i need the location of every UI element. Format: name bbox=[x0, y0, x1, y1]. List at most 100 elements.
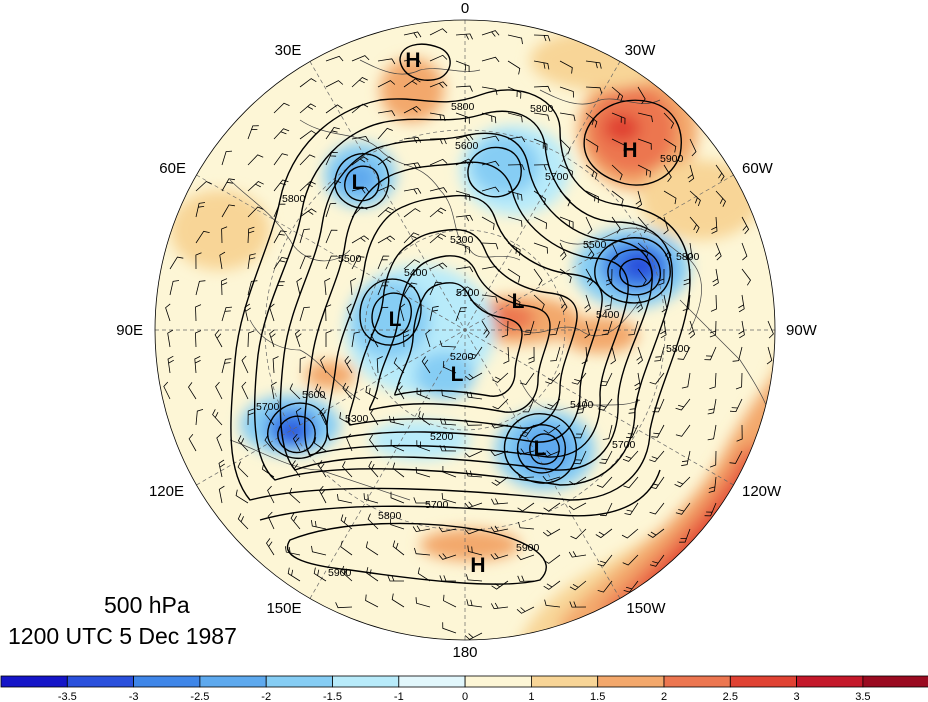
contour-label: 5800 bbox=[451, 101, 475, 113]
wind-barb bbox=[481, 186, 500, 193]
wind-barb bbox=[481, 30, 500, 37]
wind-barb bbox=[522, 398, 535, 413]
wind-barb bbox=[601, 320, 613, 336]
wind-barb bbox=[490, 525, 509, 533]
wind-barb bbox=[533, 34, 551, 42]
colorbar-box bbox=[332, 675, 400, 688]
wind-barb bbox=[290, 512, 301, 530]
wind-barb bbox=[377, 255, 390, 270]
wind-barb bbox=[438, 553, 457, 560]
wind-barb bbox=[570, 528, 587, 540]
wind-barb bbox=[414, 547, 431, 556]
colorbar-tick-label: 3.5 bbox=[855, 691, 870, 702]
wind-barb bbox=[247, 125, 259, 140]
contour-label: 5700 bbox=[612, 439, 636, 451]
wind-barb bbox=[507, 216, 523, 227]
wind-barb bbox=[195, 230, 210, 244]
lon-label-30e: 30E bbox=[275, 42, 302, 59]
contour-label: 5300 bbox=[345, 413, 369, 425]
wind-barb bbox=[169, 256, 184, 270]
wind-barb bbox=[272, 356, 279, 374]
wind-barb bbox=[709, 372, 717, 390]
wind-barb bbox=[221, 226, 228, 244]
wind-barb bbox=[507, 136, 526, 143]
wind-barb bbox=[544, 599, 561, 608]
wind-barb bbox=[195, 409, 204, 426]
contour-label: 5800 bbox=[676, 251, 700, 263]
wind-barb bbox=[221, 204, 235, 218]
wind-barb bbox=[273, 256, 288, 270]
wind-barb bbox=[663, 112, 675, 129]
contour-label: 5100 bbox=[456, 287, 480, 299]
wind-barb bbox=[299, 103, 317, 114]
wind-barb bbox=[235, 489, 249, 504]
wind-barb bbox=[299, 306, 310, 322]
wind-barb bbox=[465, 574, 483, 582]
contour-label: 5400 bbox=[570, 399, 594, 411]
wind-barb bbox=[335, 602, 353, 609]
wind-barb bbox=[241, 355, 249, 374]
wind-barb bbox=[715, 242, 722, 261]
colorbar-box bbox=[597, 675, 665, 688]
wind-barb bbox=[351, 235, 370, 244]
wind-barb bbox=[363, 493, 379, 504]
colorbar-tick-label: 3 bbox=[794, 691, 800, 702]
wind-barb bbox=[637, 216, 648, 234]
wind-barb bbox=[455, 242, 471, 254]
wind-barb bbox=[682, 294, 691, 311]
wind-barb bbox=[704, 346, 717, 361]
wind-barb bbox=[741, 242, 748, 261]
wind-barb bbox=[377, 184, 396, 192]
wind-barb bbox=[709, 450, 717, 468]
wind-barb bbox=[624, 502, 639, 516]
wind-barb bbox=[550, 346, 561, 362]
wind-barb bbox=[165, 303, 171, 322]
wind-barb bbox=[325, 104, 343, 114]
wind-barb bbox=[237, 435, 249, 452]
wind-barb bbox=[689, 190, 701, 207]
wind-barb bbox=[390, 518, 405, 530]
wind-barb bbox=[365, 541, 379, 556]
wind-barb bbox=[415, 597, 431, 608]
wind-barb bbox=[443, 594, 457, 608]
wind-barb bbox=[687, 164, 695, 183]
wind-barb bbox=[649, 554, 665, 567]
wind-barb bbox=[584, 320, 590, 339]
wind-barb bbox=[377, 235, 396, 244]
high-centre-label: H bbox=[470, 554, 485, 577]
colorbar-tick-label: 1.5 bbox=[590, 691, 605, 702]
wind-barb bbox=[637, 112, 653, 123]
colorbar-tick-label: -3.5 bbox=[58, 691, 77, 702]
wind-barb bbox=[442, 360, 457, 374]
contour-label: 5500 bbox=[338, 253, 362, 265]
wind-barb bbox=[325, 127, 340, 140]
wind-barb bbox=[455, 190, 471, 201]
wind-barb bbox=[585, 112, 598, 128]
wind-barb bbox=[681, 450, 691, 467]
wind-barb bbox=[429, 54, 448, 62]
wind-barb bbox=[269, 329, 276, 348]
wind-barb bbox=[663, 190, 677, 205]
wind-barb bbox=[218, 485, 225, 504]
wind-barb bbox=[247, 226, 255, 244]
lon-label-180: 180 bbox=[452, 644, 477, 661]
low-centre-label: L bbox=[534, 437, 547, 460]
contour-label: 5800 bbox=[282, 193, 306, 205]
wind-barb bbox=[688, 320, 696, 339]
wind-barb bbox=[273, 179, 289, 192]
colorbar-box bbox=[66, 675, 135, 688]
wind-barb bbox=[377, 127, 393, 140]
lon-label-60w: 60W bbox=[742, 160, 774, 177]
wind-barb bbox=[299, 154, 316, 166]
wind-barb bbox=[429, 305, 439, 322]
wind-barb bbox=[294, 329, 302, 348]
wind-barb bbox=[649, 502, 665, 515]
colorbar: -3.5 -3 -2.5 -2 -1.5 -1 0 1 1.5 2 2.5 3 3.5 bbox=[0, 675, 928, 702]
wind-barb bbox=[369, 434, 379, 452]
wind-barb bbox=[715, 190, 726, 207]
wind-barb bbox=[503, 346, 510, 364]
wind-barb bbox=[403, 259, 420, 270]
coastlines bbox=[229, 59, 775, 501]
wind-barb bbox=[636, 294, 643, 313]
wind-barb bbox=[429, 281, 442, 296]
